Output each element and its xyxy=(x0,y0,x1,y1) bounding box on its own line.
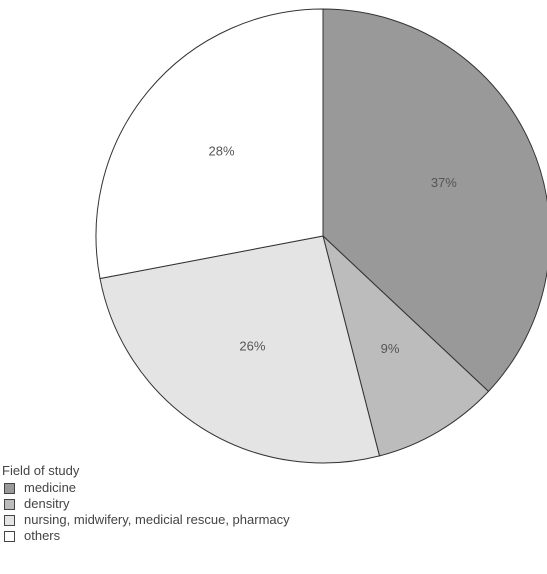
legend-label-nursing: nursing, midwifery, medicial rescue, pha… xyxy=(24,512,290,527)
slice-value-label-medicine: 37% xyxy=(431,175,457,190)
pie-slice-densitry xyxy=(322,234,490,457)
legend-item-others: others xyxy=(2,528,290,544)
pie-chart: 37% 9% 26% 28% xyxy=(95,8,547,464)
legend-item-nursing: nursing, midwifery, medicial rescue, pha… xyxy=(2,512,290,528)
legend-swatch-nursing xyxy=(4,514,15,526)
slice-value-label-densitry: 9% xyxy=(381,341,400,356)
legend-swatch-others xyxy=(4,530,15,542)
legend-swatch-medicine xyxy=(4,482,15,494)
legend-item-densitry: densitry xyxy=(2,496,290,512)
legend-label-others: others xyxy=(24,528,61,543)
legend-label-densitry: densitry xyxy=(24,496,70,511)
pie-slice-medicine xyxy=(322,8,547,393)
legend-swatch-densitry xyxy=(4,498,15,510)
legend-title: Field of study xyxy=(2,463,80,478)
legend: Field of study medicine densitry nursing… xyxy=(2,463,290,544)
pie-slice-nursing xyxy=(99,235,381,464)
legend-item-medicine: medicine xyxy=(2,480,290,496)
pie-slice-others xyxy=(95,8,324,280)
slice-value-label-nursing: 26% xyxy=(239,339,265,354)
slice-value-label-others: 28% xyxy=(209,144,235,159)
legend-label-medicine: medicine xyxy=(24,480,77,495)
